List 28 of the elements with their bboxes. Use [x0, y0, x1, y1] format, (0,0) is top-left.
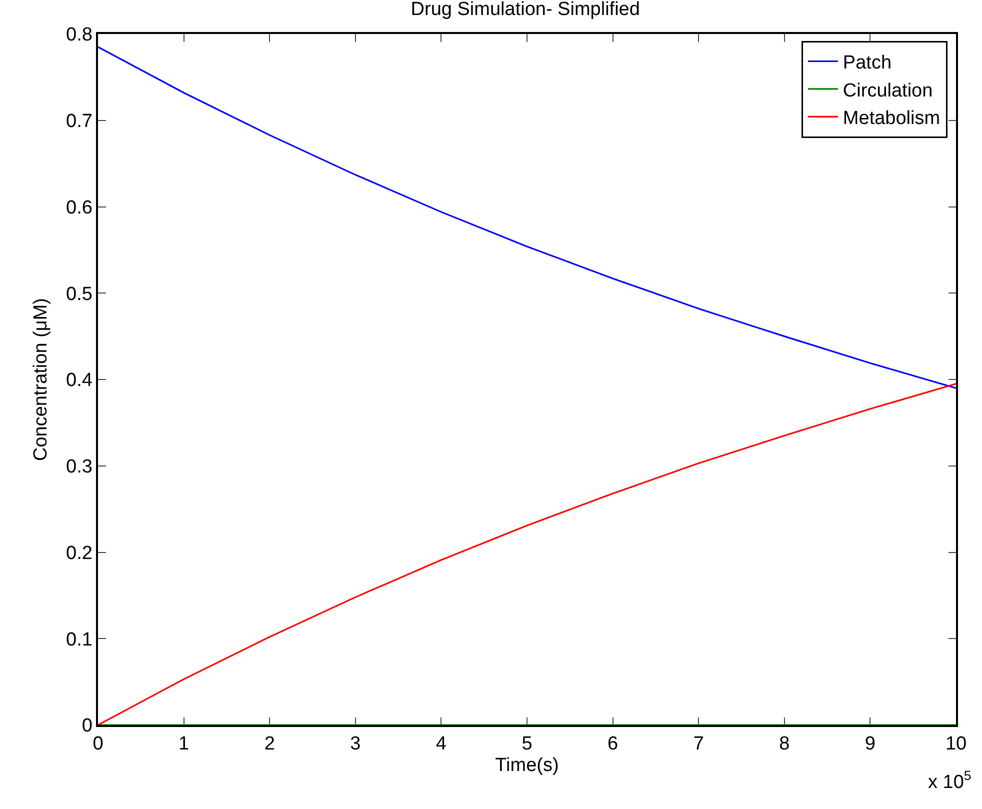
- x-tick-label: 1: [178, 734, 190, 755]
- x-tick-label: 2: [264, 734, 275, 755]
- x-tick-label: 3: [350, 734, 361, 755]
- y-axis-title: Concentration (μM): [30, 298, 52, 462]
- y-tick-label: 0.7: [66, 111, 92, 132]
- chart-title: Drug Simulation- Simplified: [410, 0, 640, 20]
- x-tick-label: 6: [608, 734, 618, 755]
- line-series: [98, 46, 956, 389]
- x-tick-label: 4: [436, 734, 447, 755]
- y-tick-label: 0.5: [66, 284, 92, 305]
- x-axis-title: Time(s): [495, 754, 559, 776]
- y-tick-label: 0.2: [66, 542, 92, 564]
- x-tick-label: 10: [945, 734, 967, 755]
- y-tick-label: 0.1: [66, 629, 92, 650]
- legend-label: Metabolism: [842, 108, 940, 130]
- x-tick-label: 8: [779, 734, 790, 755]
- legend-label: Patch: [842, 52, 892, 74]
- y-tick-label: 0: [82, 716, 92, 737]
- text: x 10$^{5}$: [928, 768, 972, 793]
- line-series: [98, 383, 956, 725]
- y-tick-label: 0.6: [66, 197, 92, 218]
- y-tick-label: 0.8: [66, 24, 92, 46]
- x-tick-label: 9: [864, 734, 876, 755]
- x-tick-label: 7: [693, 734, 704, 755]
- legend-label: Circulation: [842, 80, 933, 102]
- y-tick-label: 0.3: [66, 456, 92, 478]
- y-tick-label: 0.4: [66, 370, 93, 392]
- x-tick-label: 5: [522, 734, 532, 755]
